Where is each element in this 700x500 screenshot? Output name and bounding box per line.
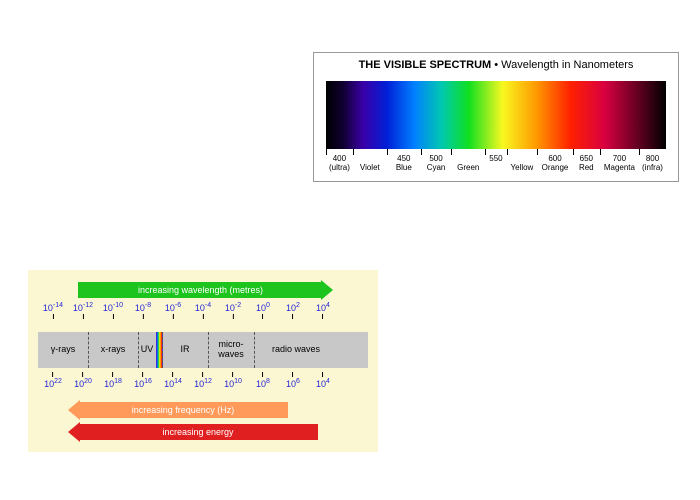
frequency-scale: 1022 1020 1018 1016 1014 1012 1010 108 106 104 xyxy=(38,372,368,400)
frequency-tick: 1014 xyxy=(164,372,182,389)
vs-label: 700Magenta xyxy=(600,155,639,173)
wavelength-tick: 102 xyxy=(286,302,300,319)
wavelength-tick: 10-10 xyxy=(103,302,123,319)
wavelength-tick: 10-14 xyxy=(43,302,63,319)
vs-label: Green xyxy=(451,155,485,173)
wavelength-scale: 10-14 10-12 10-10 10-8 10-6 10-4 10-2 100 102 104 xyxy=(38,302,368,330)
em-segment: γ-rays xyxy=(38,332,89,368)
frequency-tick: 1016 xyxy=(134,372,152,389)
wavelength-tick: 10-12 xyxy=(73,302,93,319)
vs-label: 400(ultra) xyxy=(326,155,353,173)
vs-label-row: 400(ultra) Violet450Blue500Cyan Green550… xyxy=(326,155,666,181)
vs-label: 550 xyxy=(485,155,506,173)
vs-label: 650Red xyxy=(573,155,600,173)
frequency-tick: 1022 xyxy=(44,372,62,389)
visible-spectrum-title: THE VISIBLE SPECTRUM • Wavelength in Nan… xyxy=(314,53,678,81)
wavelength-arrow-row: increasing wavelength (metres) xyxy=(38,282,368,298)
frequency-arrow: increasing frequency (Hz) xyxy=(78,402,288,418)
vs-label: 450Blue xyxy=(387,155,421,173)
em-segment: UV xyxy=(138,332,157,368)
wavelength-tick: 100 xyxy=(256,302,270,319)
frequency-arrow-row: increasing frequency (Hz) xyxy=(38,402,368,418)
wavelength-tick: 10-2 xyxy=(225,302,241,319)
visible-spectrum-panel: THE VISIBLE SPECTRUM • Wavelength in Nan… xyxy=(313,52,679,182)
vs-label: 600Orange xyxy=(537,155,573,173)
wavelength-tick: 10-6 xyxy=(165,302,181,319)
em-segment: micro-waves xyxy=(208,332,255,368)
energy-arrow-row: increasing energy xyxy=(38,424,368,440)
em-segment: radio waves xyxy=(254,332,338,368)
frequency-tick: 108 xyxy=(256,372,270,389)
wavelength-tick: 10-8 xyxy=(135,302,151,319)
vs-label: 800(infra) xyxy=(639,155,666,173)
em-band-strip: γ-raysx-raysUVIRmicro-wavesradio waves xyxy=(38,332,368,368)
wavelength-tick: 10-4 xyxy=(195,302,211,319)
wavelength-tick: 104 xyxy=(316,302,330,319)
visible-spectrum-gradient xyxy=(326,81,666,149)
frequency-tick: 1018 xyxy=(104,372,122,389)
frequency-tick: 1012 xyxy=(194,372,212,389)
vs-label: Yellow xyxy=(507,155,537,173)
frequency-tick: 1020 xyxy=(74,372,92,389)
vs-label: Violet xyxy=(353,155,387,173)
energy-arrow: increasing energy xyxy=(78,424,318,440)
wavelength-arrow: increasing wavelength (metres) xyxy=(78,282,323,298)
em-spectrum-panel: increasing wavelength (metres) 10-1410-1… xyxy=(28,270,378,452)
frequency-tick: 1010 xyxy=(224,372,242,389)
frequency-tick: 106 xyxy=(286,372,300,389)
vs-label: 500Cyan xyxy=(421,155,451,173)
em-segment: IR xyxy=(162,332,209,368)
em-segment: x-rays xyxy=(88,332,139,368)
vs-title-sub: Wavelength in Nanometers xyxy=(501,59,633,71)
frequency-tick: 104 xyxy=(316,372,330,389)
vs-title-bold: THE VISIBLE SPECTRUM xyxy=(359,59,492,71)
